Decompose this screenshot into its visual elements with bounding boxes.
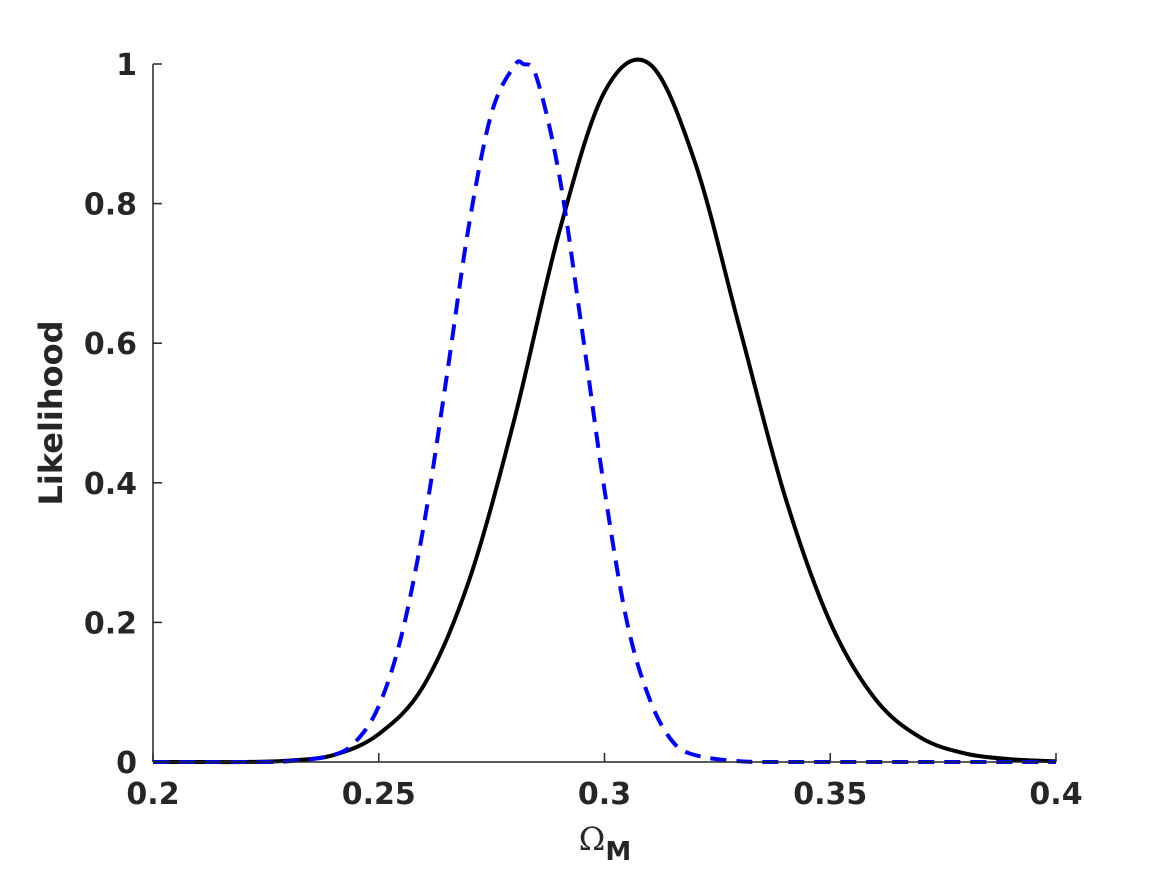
axes-layer: 0.2 0.25 0.3 0.35 0.400.20.40.60.81 xyxy=(84,48,1083,812)
y-tick-label: 0.6 xyxy=(84,327,137,362)
x-tick-label: 0.2 xyxy=(126,777,179,812)
x-tick-label: 0.4 xyxy=(1029,777,1082,812)
x-tick-label: 0.35 xyxy=(793,777,867,812)
series-layer xyxy=(153,57,1057,765)
x-axis-label-subscript: M xyxy=(605,837,631,867)
x-tick-label: 0.25 xyxy=(342,777,416,812)
series-solid-line xyxy=(153,57,1057,765)
y-tick-label: 0.8 xyxy=(84,188,137,223)
x-axis-label-symbol: Ω xyxy=(579,820,606,858)
y-tick-label: 1 xyxy=(116,48,137,83)
x-axis-label: ΩM xyxy=(579,820,631,867)
y-tick-label: 0.4 xyxy=(84,467,137,502)
series-dashed-line xyxy=(153,59,1056,765)
y-axis-label: Likelihood xyxy=(32,320,70,505)
y-tick-label: 0 xyxy=(116,746,137,781)
x-tick-label: 0.3 xyxy=(578,777,631,812)
y-tick-label: 0.2 xyxy=(84,606,137,641)
